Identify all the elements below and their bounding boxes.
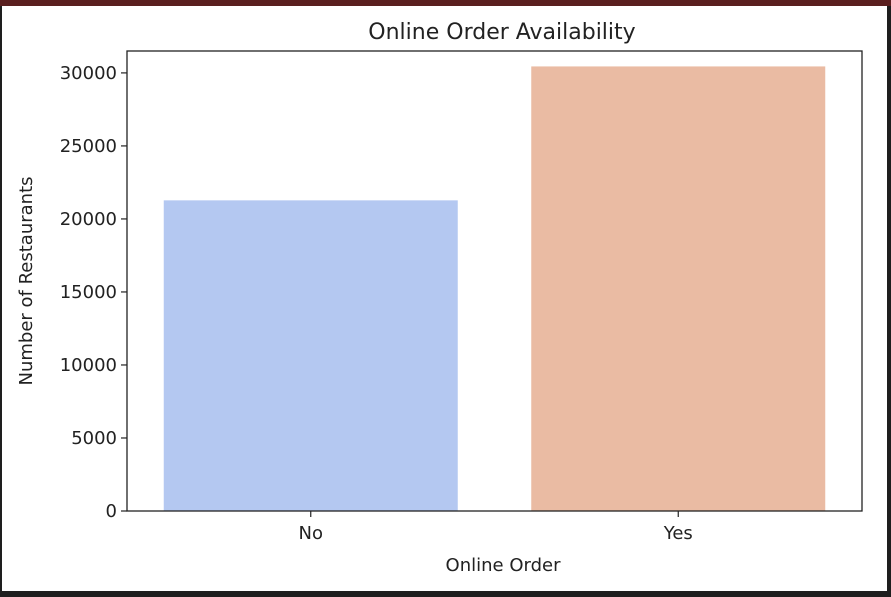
bar-chart: Online Order Availability Number of Rest…	[16, 20, 863, 576]
x-axis: No Yes	[299, 511, 693, 544]
y-tick-label: 25000	[60, 136, 117, 157]
chart-figure: Online Order Availability Number of Rest…	[2, 6, 887, 591]
x-tick-label: No	[299, 523, 323, 544]
chart-title: Online Order Availability	[368, 20, 635, 45]
bar-yes	[531, 66, 826, 511]
bars-layer	[163, 66, 826, 511]
x-tick-label: Yes	[663, 523, 693, 544]
y-axis-label: Number of Restaurants	[16, 176, 37, 385]
x-axis-label: Online Order	[446, 555, 562, 576]
y-tick-label: 15000	[60, 282, 117, 303]
y-tick-label: 10000	[60, 355, 117, 376]
y-tick-label: 0	[106, 501, 117, 522]
y-tick-label: 20000	[60, 209, 117, 230]
y-tick-label: 30000	[60, 63, 117, 84]
bar-no	[163, 200, 458, 511]
y-axis: 0 5000 10000 15000 20000 25000 30000	[60, 63, 127, 522]
y-tick-label: 5000	[71, 428, 117, 449]
plot-frame	[126, 50, 863, 512]
window-frame-top	[0, 0, 891, 6]
